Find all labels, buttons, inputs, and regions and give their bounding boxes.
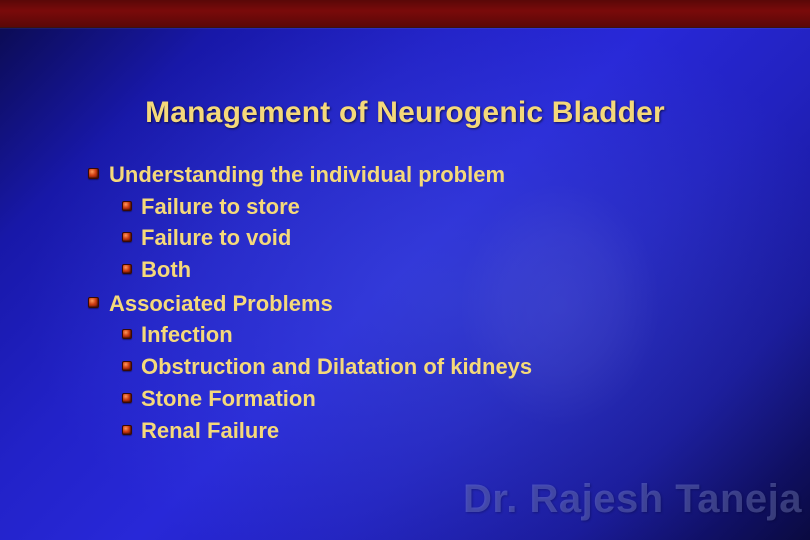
top-red-bar — [0, 0, 810, 28]
slide-title: Management of Neurogenic Bladder — [0, 96, 810, 130]
bullet-icon — [122, 201, 132, 211]
bullet-icon — [122, 425, 132, 435]
list-item: Stone Formation — [122, 384, 770, 414]
slide-body: Understanding the individual problem Fai… — [88, 160, 770, 447]
list-item-label: Infection — [141, 320, 233, 350]
list-item-label: Obstruction and Dilatation of kidneys — [141, 352, 532, 382]
list-item: Failure to store — [122, 192, 770, 222]
bullet-icon — [88, 297, 99, 308]
list-item: Associated Problems — [88, 289, 770, 319]
bullet-icon — [122, 361, 132, 371]
list-item-label: Associated Problems — [109, 289, 333, 319]
bullet-icon — [122, 264, 132, 274]
list-item: Infection — [122, 320, 770, 350]
list-item: Both — [122, 255, 770, 285]
list-item: Renal Failure — [122, 416, 770, 446]
list-item: Obstruction and Dilatation of kidneys — [122, 352, 770, 382]
list-item-label: Understanding the individual problem — [109, 160, 505, 190]
bullet-icon — [122, 329, 132, 339]
list-item-label: Renal Failure — [141, 416, 279, 446]
list-item-label: Stone Formation — [141, 384, 316, 414]
bullet-icon — [122, 232, 132, 242]
bullet-icon — [122, 393, 132, 403]
slide-container: Management of Neurogenic Bladder Underst… — [0, 0, 810, 540]
bullet-icon — [88, 168, 99, 179]
list-item-label: Failure to store — [141, 192, 300, 222]
list-item-label: Both — [141, 255, 191, 285]
list-item-label: Failure to void — [141, 223, 291, 253]
watermark-author: Dr. Rajesh Taneja — [463, 477, 802, 522]
list-item: Failure to void — [122, 223, 770, 253]
list-item: Understanding the individual problem — [88, 160, 770, 190]
